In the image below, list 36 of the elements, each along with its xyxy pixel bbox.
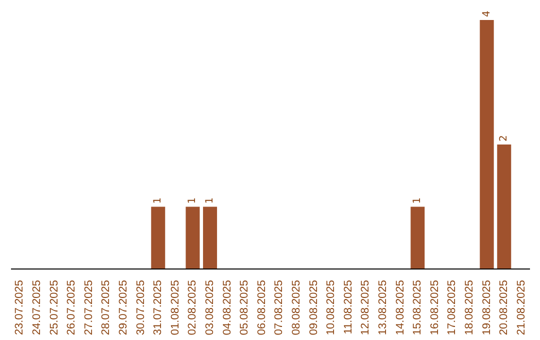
x-tick-label: 24.07.2025 [30,280,43,336]
x-tick-label: 05.08.2025 [238,280,251,336]
x-tick-label: 16.08.2025 [428,280,441,336]
x-tick-label: 19.08.2025 [480,280,493,336]
x-tick-label: 20.08.2025 [498,280,510,336]
x-tick-label: 31.07.2025 [152,280,164,336]
data-label: 1 [412,197,424,204]
x-tick-label: 27.07.2025 [82,280,95,336]
x-tick-label: 18.08.2025 [463,280,476,336]
x-tick-label: 26.07.2025 [66,280,78,336]
x-tick-label: 12.08.2025 [360,280,372,336]
x-tick-label: 07.08.2025 [273,280,286,336]
data-label: 2 [498,135,510,142]
x-tick-label: 17.08.2025 [446,280,458,336]
x-tick-label: 08.08.2025 [290,280,302,336]
x-tick-label: 14.08.2025 [394,280,406,336]
x-tick-label: 13.08.2025 [376,280,389,336]
x-tick-label: 28.07.2025 [100,280,112,336]
x-tick-label: 04.08.2025 [221,280,234,336]
x-tick-label: 30.07.2025 [134,280,147,336]
x-tick-label: 06.08.2025 [256,280,268,336]
x-tick-label: 25.07.2025 [48,280,60,336]
x-tick-label: 03.08.2025 [204,280,216,336]
data-label: 4 [481,10,492,17]
x-tick-label: 09.08.2025 [308,280,320,336]
data-label: 1 [152,197,164,204]
x-tick-label: 29.07.2025 [117,280,130,336]
x-tick-label: 02.08.2025 [186,280,199,336]
x-tick-label: 23.07.2025 [14,280,26,336]
data-label: 1 [187,197,198,204]
data-label: 1 [204,197,216,204]
x-tick-label: 21.08.2025 [515,280,528,336]
x-tick-label: 01.08.2025 [169,280,182,336]
x-tick-label: 15.08.2025 [412,280,424,336]
x-tick-label: 10.08.2025 [325,280,338,336]
x-tick-label: 11.08.2025 [342,280,354,334]
